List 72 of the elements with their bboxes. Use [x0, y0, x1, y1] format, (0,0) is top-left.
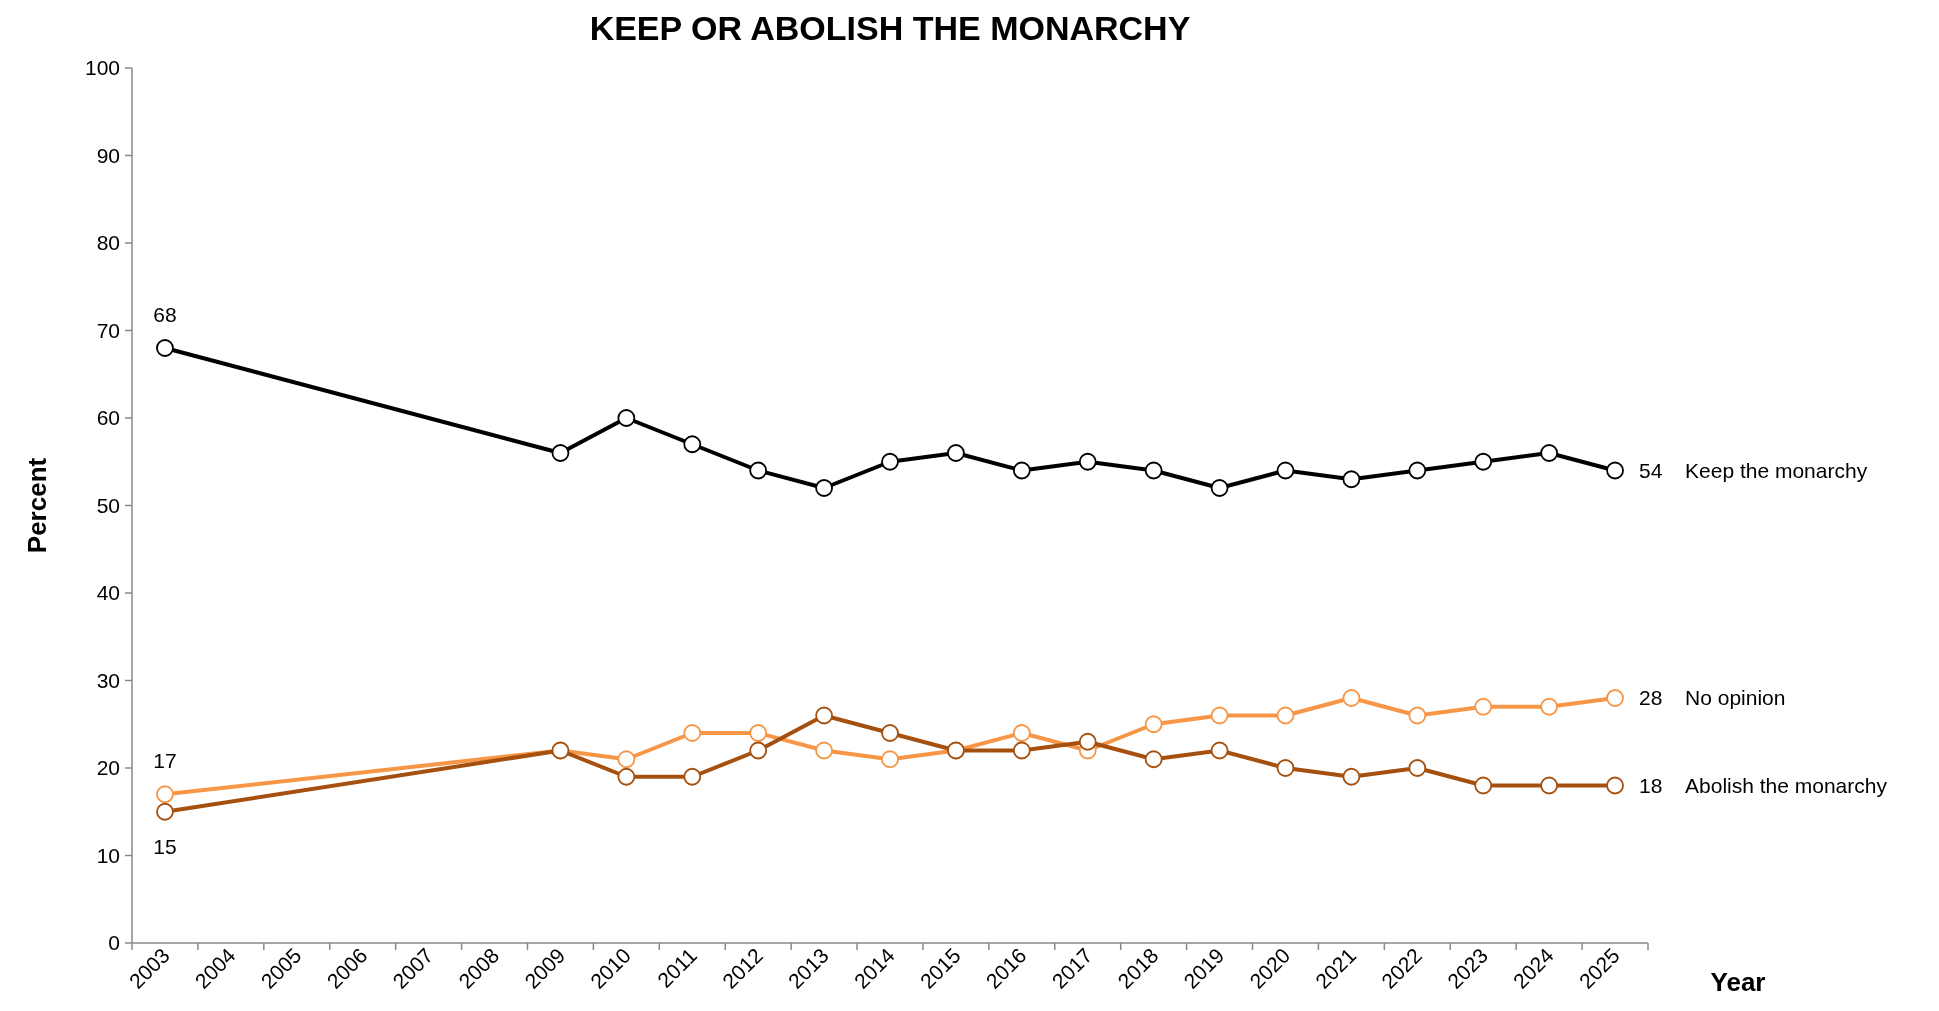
point: [1012, 741, 1031, 760]
data-label: 18: [1639, 773, 1663, 797]
point: [749, 724, 768, 742]
y-tick-label: 20: [96, 756, 120, 779]
point: [1342, 470, 1361, 489]
y-tick-label: 90: [96, 143, 120, 167]
point: [617, 750, 636, 769]
point: [1474, 452, 1493, 471]
point: [1342, 689, 1361, 707]
point: [1012, 724, 1031, 742]
data-label: 17: [153, 749, 177, 773]
y-tick-label: 60: [96, 406, 120, 429]
point: [1012, 461, 1031, 480]
point: [1078, 732, 1097, 751]
y-tick-label: 0: [108, 931, 120, 954]
point: [815, 706, 833, 725]
point: [1474, 776, 1493, 795]
y-tick-label: 80: [96, 231, 120, 254]
y-tick-label: 40: [96, 581, 120, 604]
point: [1276, 461, 1295, 480]
point: [881, 724, 899, 742]
data-label: 54: [1639, 458, 1663, 482]
point: [1540, 697, 1559, 716]
point: [1606, 461, 1624, 480]
y-tick-label: 10: [96, 843, 120, 867]
point: [749, 741, 768, 760]
point: [156, 802, 174, 821]
point: [1276, 759, 1295, 777]
point: [1408, 461, 1427, 480]
point: [156, 785, 174, 804]
point: [683, 767, 702, 786]
point: [1210, 479, 1229, 497]
point: [156, 339, 174, 357]
point: [1408, 759, 1427, 777]
point: [1144, 750, 1163, 769]
text: Abolish the monarchy: [1685, 773, 1888, 797]
point: [1210, 741, 1229, 760]
point: [1078, 452, 1097, 471]
point: [815, 479, 833, 497]
point: [1144, 715, 1163, 734]
point: [1474, 697, 1493, 716]
point: [1408, 706, 1427, 725]
point: [815, 741, 833, 760]
point: [1540, 776, 1559, 795]
data-label: 15: [153, 834, 177, 858]
point: [1276, 706, 1295, 725]
y-axis-title: Percent: [22, 457, 52, 554]
point: [1342, 767, 1361, 786]
point: [1144, 461, 1163, 480]
data-label: 68: [153, 303, 177, 326]
y-tick-label: 30: [96, 668, 120, 692]
point: [683, 724, 702, 742]
point: [947, 444, 965, 462]
data-label: 28: [1639, 686, 1663, 709]
point: [881, 750, 899, 769]
point: [683, 435, 702, 454]
point: [1606, 689, 1624, 707]
y-tick-label: 100: [84, 56, 120, 79]
text: No opinion: [1685, 686, 1786, 709]
y-tick-label: 50: [96, 493, 120, 517]
x-axis-title: Year: [1710, 967, 1766, 997]
point: [881, 452, 899, 471]
point: [551, 444, 570, 462]
point: [749, 461, 768, 480]
text: Keep the monarchy: [1685, 458, 1868, 482]
point: [1210, 706, 1229, 725]
point: [1540, 444, 1559, 462]
point: [1606, 776, 1624, 795]
chart-title: KEEP OR ABOLISH THE MONARCHY: [589, 9, 1191, 47]
y-tick-label: 70: [96, 318, 120, 342]
point: [617, 767, 636, 786]
point: [617, 409, 636, 427]
